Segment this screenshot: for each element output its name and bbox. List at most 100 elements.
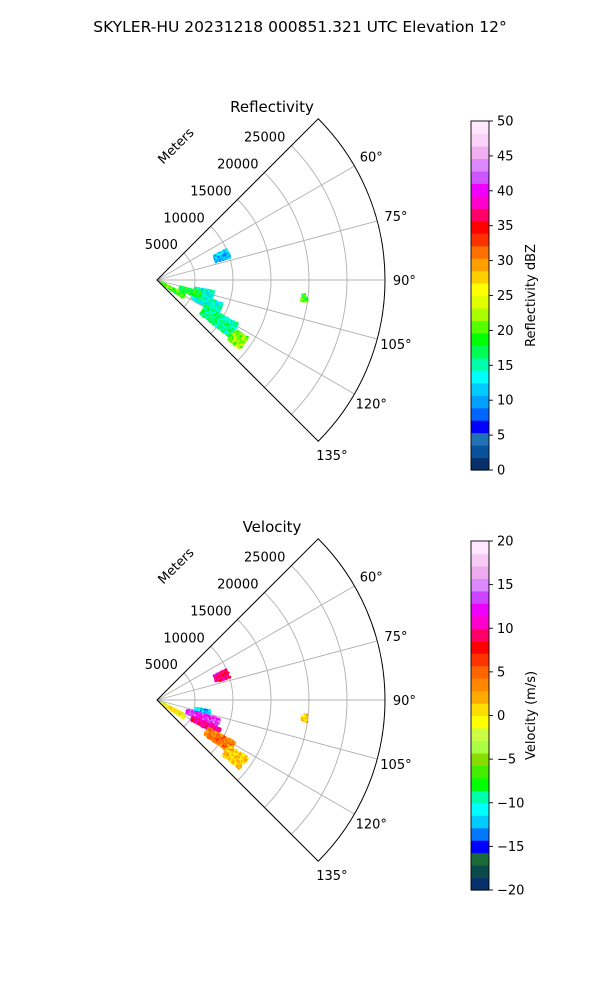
echo-gate — [235, 751, 238, 754]
echo-gate — [218, 744, 222, 747]
echo-gate — [239, 764, 242, 767]
range-tick-label: 25000 — [244, 131, 285, 146]
echo-gate — [194, 294, 197, 297]
echo-gate — [183, 287, 186, 290]
echo-gate — [166, 285, 170, 289]
echo-gate — [221, 322, 224, 325]
echo-gate — [240, 341, 243, 344]
echo-gate — [242, 339, 245, 342]
echo-gate — [241, 341, 244, 344]
echo-gate — [170, 707, 173, 710]
echo-gate — [225, 331, 228, 334]
echo-gate — [215, 734, 218, 737]
echo-gate — [243, 758, 246, 761]
echo-gate — [228, 747, 231, 750]
echo-gate — [205, 297, 208, 300]
echo-gate — [231, 329, 234, 332]
echo-gate — [180, 286, 183, 289]
echo-gate — [214, 313, 217, 316]
echo-gate — [230, 337, 233, 340]
echo-gate — [204, 293, 207, 296]
echo-gate — [209, 299, 212, 302]
echo-gate — [209, 305, 212, 308]
echo-gate — [225, 736, 228, 739]
echo-gate — [201, 722, 204, 725]
echo-gate — [217, 326, 220, 329]
echo-gate — [203, 290, 206, 294]
echo-gate — [215, 313, 218, 316]
echo-gate — [199, 709, 202, 712]
echo-gate — [187, 291, 190, 294]
echo-gate — [201, 300, 205, 303]
echo-gate — [213, 308, 216, 311]
echo-gate — [220, 318, 223, 321]
echo-gate — [229, 326, 232, 329]
echo-gate — [245, 336, 249, 339]
echo-gate — [210, 318, 213, 321]
echo-gate — [168, 706, 171, 709]
echo-gate — [228, 741, 231, 745]
echo-gate — [212, 740, 215, 743]
azimuth-spoke — [156, 699, 378, 760]
colorbar-swatch — [471, 208, 489, 222]
echo-gate — [199, 293, 203, 297]
colorbar-tick-label: 0 — [497, 464, 505, 479]
echo-gate — [212, 733, 216, 736]
echo-gate — [212, 254, 216, 257]
echo-gate — [214, 726, 217, 729]
echo-gate — [185, 289, 189, 292]
echo-gate — [205, 302, 209, 305]
echo-gate — [233, 742, 236, 745]
echo-gate — [201, 715, 204, 718]
echo-gate — [222, 323, 225, 326]
echo-gate — [228, 738, 231, 741]
echo-gate — [202, 710, 205, 713]
echo-gate — [246, 757, 249, 760]
echo-gate — [214, 258, 217, 261]
echo-gate — [237, 761, 240, 764]
colorbar-swatch — [471, 445, 489, 459]
echo-gate — [196, 715, 199, 718]
echo-gate — [227, 334, 230, 337]
echo-gate — [236, 332, 239, 335]
echo-gate — [189, 292, 192, 295]
echo-gate — [205, 291, 208, 294]
echo-gate — [209, 719, 212, 722]
echo-gate — [227, 758, 230, 761]
echo-gate — [214, 731, 217, 734]
echo-gate — [203, 710, 206, 713]
echo-gate — [191, 289, 194, 292]
echo-gate — [226, 753, 229, 756]
echo-gate — [193, 297, 196, 300]
echo-gate — [225, 325, 228, 329]
echo-gate — [216, 301, 219, 304]
velocity-panel: Velocity60°75°90°105°120°135°50001000015… — [145, 518, 539, 899]
echo-gate — [199, 295, 202, 298]
colorbar-swatch — [471, 432, 489, 446]
echo-gate — [221, 330, 224, 333]
echo-gate — [235, 323, 238, 326]
echo-gate — [202, 299, 205, 302]
echo-gate — [219, 321, 222, 324]
echo-gate — [212, 727, 215, 730]
echo-gate — [205, 724, 208, 727]
colorbar-swatch — [471, 357, 489, 371]
colorbar-tick-label: 15 — [497, 359, 514, 374]
echo-gate — [217, 316, 221, 319]
colorbar-swatch — [471, 295, 489, 309]
echo-gate — [202, 717, 205, 720]
echo-gate — [213, 302, 216, 305]
echo-gate — [207, 720, 210, 723]
echo-gate — [220, 740, 223, 743]
echo-gate — [198, 723, 201, 726]
echo-gate — [229, 750, 232, 753]
echo-gate — [214, 723, 218, 726]
echo-gate — [228, 319, 231, 322]
echo-gate — [200, 298, 203, 301]
echo-gate — [182, 287, 185, 290]
echo-gate — [203, 305, 207, 308]
echo-gate — [301, 295, 304, 298]
echo-gate — [221, 738, 224, 741]
echo-gate — [204, 300, 207, 303]
panel-title: Velocity — [243, 518, 302, 536]
